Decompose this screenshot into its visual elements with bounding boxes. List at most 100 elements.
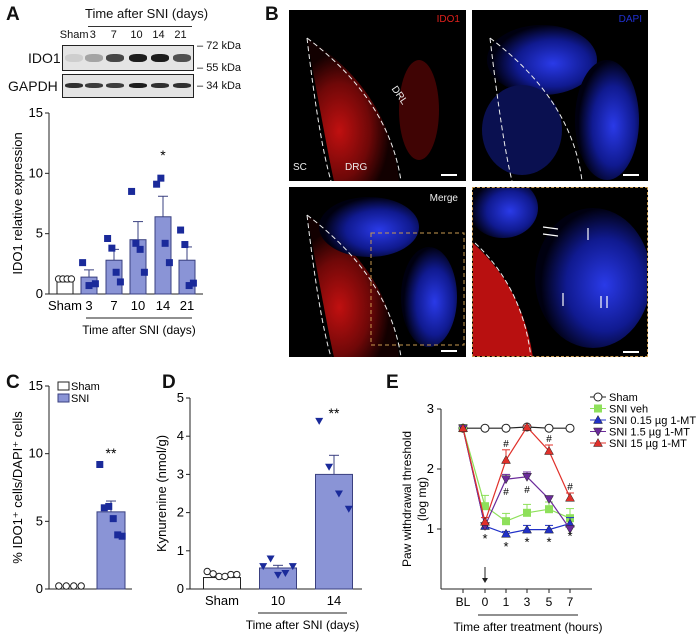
- significance-marker: *: [160, 147, 166, 163]
- lane-label: 14: [152, 29, 165, 41]
- data-point: [55, 582, 63, 590]
- x-axis-label: Time after SNI (days): [246, 618, 360, 632]
- y-tick-label: 10: [29, 165, 43, 180]
- ido1-channel-label: IDO1: [436, 14, 460, 25]
- micrograph-zoom: [472, 187, 648, 357]
- data-point: [157, 174, 165, 182]
- legend-label-sni: SNI: [71, 393, 89, 405]
- data-point: [165, 259, 173, 267]
- data-point: [544, 445, 554, 455]
- data-point: [480, 423, 490, 433]
- zoom-image: [473, 188, 647, 356]
- boundary-line: [489, 37, 583, 181]
- x-axis-label: Time after treatment (hours): [454, 620, 603, 634]
- protein-band: [85, 54, 103, 62]
- data-point: [565, 492, 575, 502]
- merge-label: Merge: [429, 193, 458, 204]
- data-point: [480, 516, 490, 526]
- legend-label: SNI veh: [609, 404, 648, 416]
- significance-marker: **: [329, 405, 340, 421]
- significance-marker: *: [482, 531, 487, 546]
- data-point: [161, 239, 169, 247]
- legend-label: Sham: [609, 392, 638, 404]
- data-point: [108, 244, 116, 252]
- y-tick-label: 10: [29, 446, 43, 461]
- chart-d: 0 1 2 3 4 5 Sham 10 ** 14 Kynurenine (nmol/g) Time …: [154, 390, 362, 632]
- legend-label: SNI 1.5 µg 1-MT: [609, 427, 690, 439]
- legend-swatch-sni: [57, 393, 70, 403]
- data-point: [565, 525, 575, 535]
- data-point: [181, 241, 189, 249]
- data-point: [177, 226, 185, 234]
- data-point: [62, 582, 70, 590]
- protein-band: [129, 83, 147, 88]
- blot-title-rule: [88, 26, 192, 27]
- y-tick-label: 1: [427, 521, 434, 536]
- y-axis-label: Paw withdrawal threshold: [400, 431, 414, 567]
- significance-marker: *: [524, 535, 529, 550]
- drl-tissue: [399, 60, 439, 160]
- x-tick-label: 10: [271, 593, 285, 608]
- data-point: [325, 463, 334, 471]
- region-label-drg: DRG: [345, 162, 368, 173]
- series-line: [462, 428, 571, 522]
- data-point: [153, 180, 161, 188]
- y-tick-label: 0: [177, 581, 184, 596]
- protein-band: [106, 54, 124, 62]
- bar: [96, 511, 126, 590]
- data-point: [100, 504, 108, 512]
- data-point: [502, 517, 510, 526]
- blot-title: Time after SNI (days): [85, 6, 209, 21]
- panel-label-b: B: [265, 4, 279, 25]
- data-point: [104, 234, 112, 242]
- data-point: [67, 275, 76, 283]
- legend-label: SNI 0.15 µg 1-MT: [609, 415, 696, 427]
- data-point: [481, 502, 489, 511]
- data-point: [109, 515, 117, 523]
- panel-label-d: D: [162, 372, 176, 393]
- y-axis-label: Kynurenine (nmol/g): [154, 435, 169, 552]
- data-point: [112, 268, 120, 276]
- micrograph-ido1: IDO1 SC DRG DRL: [289, 10, 466, 181]
- data-point: [544, 423, 554, 433]
- y-tick-label: 3: [427, 401, 434, 416]
- x-tick-label: 14: [156, 298, 170, 313]
- data-point: [458, 423, 468, 432]
- hash-marker: #: [503, 487, 509, 498]
- protein-band: [129, 54, 147, 62]
- treatment-arrow-icon: [482, 578, 488, 583]
- x-tick-label: 10: [131, 298, 145, 313]
- y-tick-label: 1: [177, 543, 184, 558]
- data-point: [209, 570, 217, 578]
- protein-band: [106, 83, 124, 88]
- data-point: [501, 528, 511, 538]
- data-point: [185, 282, 193, 290]
- boundary-line: [306, 214, 402, 357]
- row-label-gapdh: GAPDH: [8, 78, 58, 94]
- y-tick-label: 15: [29, 378, 43, 393]
- merge-image: [306, 197, 465, 357]
- lane-label: 3: [89, 29, 96, 41]
- marker-72-label: 72 kDa: [206, 40, 242, 52]
- lane-label: 7: [110, 29, 117, 41]
- protein-band: [151, 83, 169, 88]
- chart-a: 0 5 10 15 Sham 3 7 10 * 14 21 IDO1 relative express…: [10, 105, 203, 337]
- y-tick-label: 15: [29, 105, 43, 120]
- lane-label: 21: [174, 29, 187, 41]
- y-tick-label: 4: [177, 428, 184, 443]
- x-tick-label: 1: [503, 595, 510, 609]
- hash-marker: #: [567, 482, 573, 493]
- protein-band: [85, 83, 103, 88]
- data-point: [140, 268, 148, 276]
- protein-band: [173, 54, 191, 62]
- data-point: [334, 490, 343, 498]
- dapi-image: [482, 25, 639, 181]
- legend-label: SNI 15 µg 1-MT: [609, 438, 687, 450]
- x-axis-label: Time after SNI (days): [82, 323, 196, 337]
- x-tick-label: BL: [456, 595, 471, 609]
- legend-marker: [594, 404, 602, 413]
- x-tick-label: 3: [524, 595, 531, 609]
- y-axis-label: IDO1 relative expression: [10, 132, 25, 274]
- x-tick-label: Sham: [205, 593, 239, 608]
